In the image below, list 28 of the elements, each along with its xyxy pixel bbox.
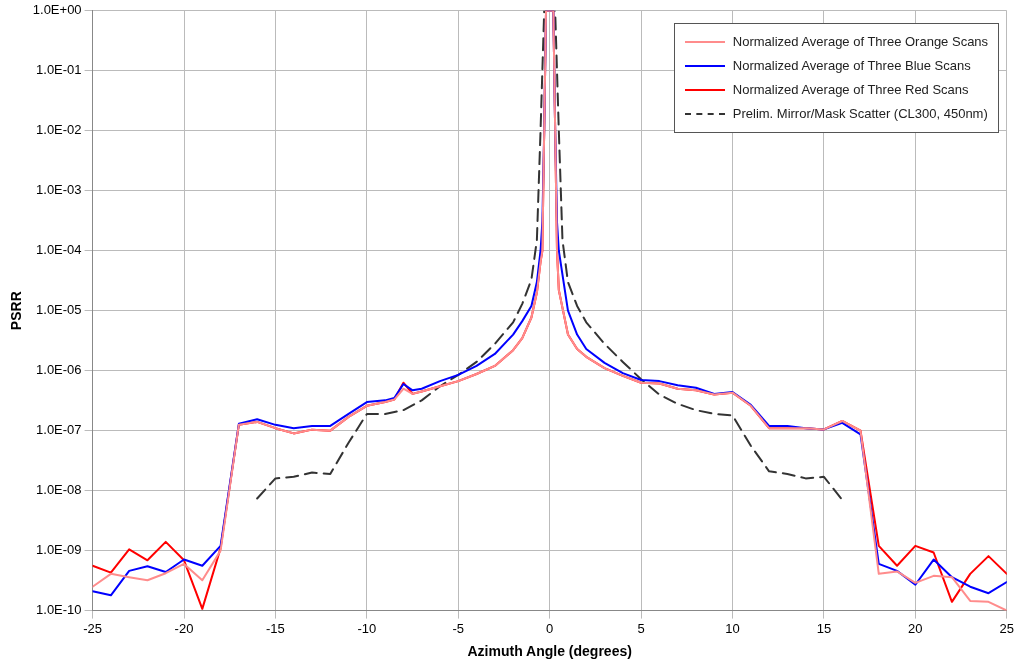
- y-tick-label: 1.0E+00: [32, 2, 82, 18]
- x-tick-label: 20: [908, 620, 923, 636]
- y-tick-label: 1.0E-02: [36, 122, 82, 138]
- x-tick-label: -25: [83, 620, 102, 636]
- x-tick-label: 10: [725, 620, 740, 636]
- x-tick-label: 5: [637, 620, 645, 636]
- legend-label: Prelim. Mirror/Mask Scatter (CL300, 450nm): [732, 106, 988, 122]
- legend-label: Normalized Average of Three Orange Scans: [732, 34, 989, 50]
- y-tick-label: 1.0E-05: [36, 302, 82, 318]
- legend-label: Normalized Average of Three Blue Scans: [732, 58, 971, 74]
- x-tick-label: -15: [266, 620, 285, 636]
- y-tick-label: 1.0E-08: [36, 482, 82, 498]
- y-tick-label: 1.0E-10: [36, 602, 82, 618]
- y-axis-title: PSRR: [8, 291, 25, 331]
- y-tick-label: 1.0E-04: [36, 242, 82, 258]
- y-tick-label: 1.0E-09: [36, 542, 82, 558]
- y-tick-label: 1.0E-01: [36, 62, 82, 78]
- legend-label: Normalized Average of Three Red Scans: [732, 82, 969, 98]
- y-tick-label: 1.0E-06: [36, 362, 82, 378]
- y-tick-label: 1.0E-03: [36, 182, 82, 198]
- x-tick-label: -5: [452, 620, 465, 636]
- x-tick-label: 0: [546, 620, 554, 636]
- x-tick-label: -20: [174, 620, 194, 636]
- x-tick-label: -10: [357, 620, 377, 636]
- y-tick-label: 1.0E-07: [36, 422, 82, 438]
- x-tick-label: 15: [816, 620, 832, 636]
- x-axis-title: Azimuth Angle (degrees): [467, 643, 632, 660]
- x-tick-label: 25: [999, 620, 1014, 636]
